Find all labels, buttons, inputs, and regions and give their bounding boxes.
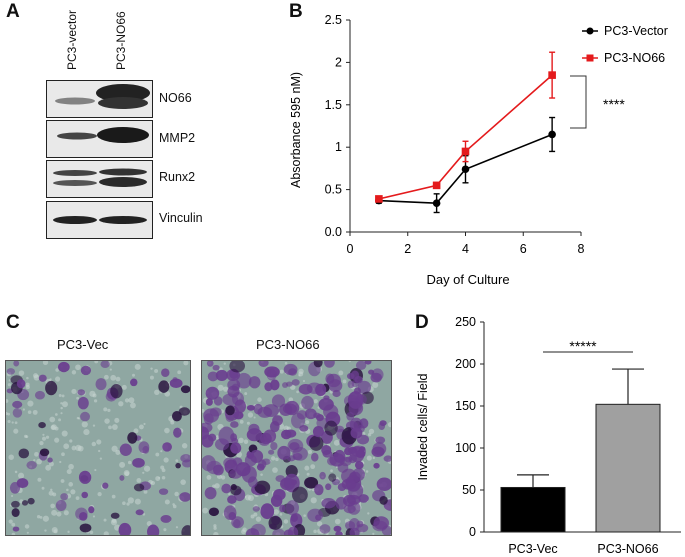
line-chart-ytick-label: 2.5 (325, 13, 342, 27)
blot-label-no66: NO66 (159, 91, 192, 105)
bar-category-label-vec: PC3-Vec (508, 542, 557, 556)
legend-label-no66: PC3-NO66 (604, 51, 665, 65)
data-point-no66 (548, 71, 556, 79)
line-chart-xtick-label: 6 (520, 242, 527, 256)
blot-label-mmp2: MMP2 (159, 131, 196, 145)
micrograph-no66 (201, 360, 392, 536)
micrograph-vec-image (6, 361, 190, 535)
blot-vinculin (46, 201, 153, 239)
bar-chart-ytick-label: 100 (455, 441, 476, 455)
data-point-vector (432, 199, 441, 207)
legend-marker-vector (586, 27, 594, 35)
line-chart-sig-bracket (570, 75, 587, 129)
micro-label-vec: PC3-Vec (57, 337, 109, 352)
micro-label-no66: PC3-NO66 (256, 337, 320, 352)
data-point-no66 (461, 147, 470, 156)
data-point-vector (548, 130, 556, 139)
blot-vinculin-bands (53, 216, 147, 224)
data-point-no66 (375, 195, 383, 203)
bar-chart-ytick-label: 0 (469, 525, 476, 539)
line-chart-ytick-label: 1.5 (325, 98, 342, 112)
series-line-vector (378, 133, 553, 204)
bar-chart-ylabel: Invaded cells/ Field (416, 373, 430, 480)
blot-label-vinculin: Vinculin (159, 211, 203, 225)
micrograph-vec (5, 360, 191, 536)
blot-label-runx2: Runx2 (159, 170, 196, 184)
blot-no66 (46, 80, 153, 118)
line-chart-ytick-label: 1 (335, 140, 342, 154)
bar-chart-sig-stars: ***** (569, 338, 597, 354)
blot-mmp2 (46, 120, 153, 158)
micrograph-no66-image (202, 361, 391, 535)
lane-label-no66: PC3-NO66 (114, 11, 128, 70)
blot-no66-bands (55, 84, 150, 109)
data-point-no66 (432, 181, 441, 190)
line-chart-legend: PC3-Vector PC3-NO66 (582, 24, 668, 65)
legend-marker-no66 (586, 54, 594, 62)
lane-label-vector: PC3-vector (65, 9, 79, 70)
line-chart-xtick-label: 4 (462, 242, 469, 256)
line-chart-ytick-label: 2 (335, 55, 342, 69)
bar-chart-ytick-label: 50 (462, 483, 476, 497)
blot-mmp2-bands (57, 127, 149, 143)
blot-runx2-bands (53, 168, 147, 187)
line-chart-sig-stars: **** (603, 96, 625, 112)
series-line-no66 (378, 74, 553, 200)
line-chart-ytick-label: 0.0 (325, 225, 342, 239)
line-chart-xtick-label: 0 (347, 242, 354, 256)
line-chart-ytick-label: 0.5 (325, 183, 342, 197)
bar-chart-ytick-label: 250 (455, 315, 476, 329)
line-chart-xtick-label: 8 (578, 242, 585, 256)
legend-label-vector: PC3-Vector (604, 24, 668, 38)
line-chart-xtick-label: 2 (404, 242, 411, 256)
bar-no66 (595, 403, 661, 533)
panel-letter-a: A (6, 1, 20, 22)
panel-letter-d: D (415, 312, 429, 333)
line-chart-ylabel: Absorbance 595 nM) (289, 72, 303, 188)
bar-chart: 0 50 100 150 200 250 PC3-Vec PC3-NO66 Invaded … (416, 315, 681, 556)
bar-chart-ytick-label: 200 (455, 357, 476, 371)
data-point-vector (461, 165, 470, 174)
bar-category-label-no66: PC3-NO66 (597, 542, 658, 556)
panel-letter-b: B (289, 1, 303, 22)
panel-letter-c: C (6, 312, 20, 333)
bar-chart-ytick-label: 150 (455, 399, 476, 413)
line-chart-xlabel: Day of Culture (426, 272, 509, 287)
bar-vec (500, 486, 566, 533)
blot-runx2 (46, 160, 153, 198)
